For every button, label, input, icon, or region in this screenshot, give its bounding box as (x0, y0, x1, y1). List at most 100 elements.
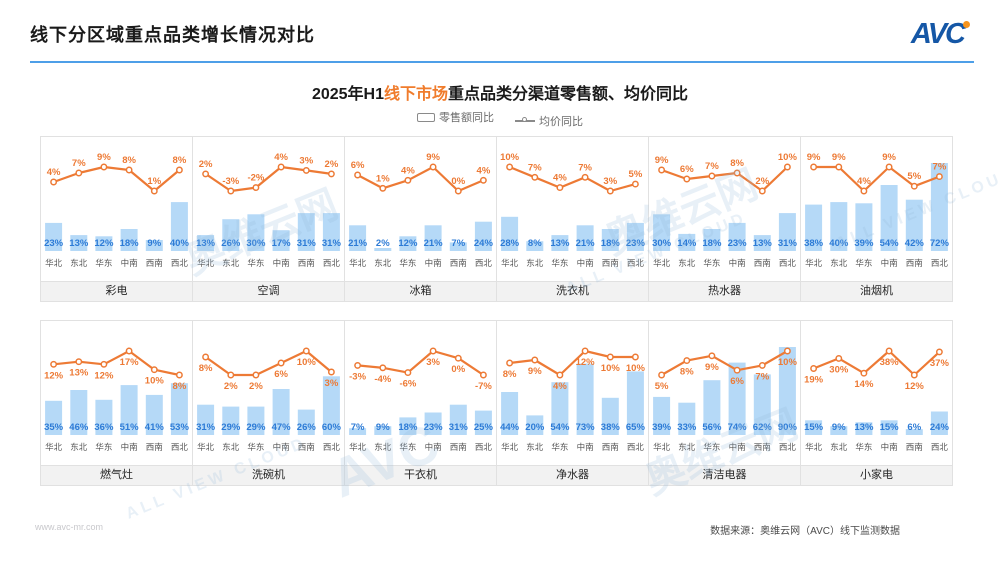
chart-panel-11: 15% 华北 9% 东北 13% 华东 15% 中南 6% 西南 24% 西北 19% 30% 14% 38%… (800, 320, 953, 486)
combo-chart: 28% 华北 8% 东北 13% 华东 21% 中南 18% 西南 23% 西北 10% 7% 4% 7% 3%… (500, 152, 646, 268)
svg-text:7%: 7% (705, 161, 719, 172)
svg-text:华东: 华东 (855, 258, 872, 268)
line-legend-label: 均价同比 (539, 115, 584, 128)
svg-text:3%: 3% (299, 155, 313, 166)
svg-text:23%: 23% (44, 238, 64, 249)
svg-text:1%: 1% (147, 176, 161, 187)
svg-text:12%: 12% (398, 238, 418, 249)
svg-text:4%: 4% (553, 173, 567, 184)
svg-text:10%: 10% (500, 152, 520, 163)
svg-text:4%: 4% (47, 167, 61, 178)
svg-text:7%: 7% (528, 162, 542, 173)
svg-text:40%: 40% (170, 238, 190, 249)
combo-chart: 15% 华北 9% 东北 13% 华东 15% 中南 6% 西南 24% 西北 19% 30% 14% 38%… (804, 347, 949, 452)
svg-text:3%: 3% (603, 176, 617, 187)
svg-text:19%: 19% (804, 375, 824, 386)
svg-text:39%: 39% (652, 422, 672, 433)
category-label: 空调 (193, 281, 344, 301)
svg-text:53%: 53% (170, 422, 190, 433)
header: 线下分区域重点品类增长情况对比 AVC (30, 16, 972, 52)
svg-text:23%: 23% (626, 238, 646, 249)
svg-text:西北: 西北 (323, 258, 341, 268)
svg-text:东北: 东北 (830, 442, 848, 452)
svg-text:中南: 中南 (729, 258, 746, 268)
svg-text:10%: 10% (601, 363, 621, 374)
logo-dot-icon (963, 20, 970, 28)
svg-text:7%: 7% (578, 162, 592, 173)
svg-text:华北: 华北 (349, 258, 367, 268)
svg-text:西北: 西北 (627, 258, 645, 268)
svg-text:13%: 13% (753, 238, 773, 249)
svg-text:西北: 西北 (475, 258, 493, 268)
svg-text:西北: 西北 (931, 258, 949, 268)
svg-text:2%: 2% (755, 176, 769, 187)
svg-text:10%: 10% (778, 152, 798, 163)
svg-text:华北: 华北 (197, 442, 215, 452)
page-title: 线下分区域重点品类增长情况对比 (30, 25, 315, 45)
svg-text:31%: 31% (297, 238, 317, 249)
svg-text:华东: 华东 (703, 442, 720, 452)
svg-text:13%: 13% (69, 368, 89, 379)
svg-text:74%: 74% (728, 422, 748, 433)
svg-text:18%: 18% (120, 238, 140, 249)
chart-title-suffix: 重点品类分渠道零售额、均价同比 (448, 86, 689, 103)
chart-panel-2: 21% 华北 2% 东北 12% 华东 21% 中南 7% 西南 24% 西北 6% 1% 4% 9% 0% 4%… (344, 136, 497, 302)
chart-title-prefix: 2025年H1 (311, 86, 385, 103)
svg-text:8%: 8% (122, 155, 136, 166)
svg-text:2%: 2% (224, 381, 238, 392)
svg-text:9%: 9% (832, 152, 846, 163)
svg-text:72%: 72% (930, 238, 950, 249)
svg-text:13%: 13% (196, 238, 216, 249)
svg-text:31%: 31% (778, 238, 798, 249)
chart-panel-8: 7% 华北 9% 东北 18% 华东 23% 中南 31% 西南 25% 西北 -3% -4% -6% 3% 0… (344, 320, 497, 486)
svg-text:东北: 东北 (678, 258, 696, 268)
svg-text:华东: 华东 (95, 442, 112, 452)
svg-text:华北: 华北 (805, 442, 823, 452)
category-label: 油烟机 (801, 281, 952, 301)
svg-text:西北: 西北 (171, 258, 189, 268)
svg-text:西南: 西南 (146, 442, 163, 452)
svg-text:21%: 21% (424, 238, 444, 249)
svg-text:华东: 华东 (95, 258, 112, 268)
svg-text:西南: 西南 (906, 258, 923, 268)
line-legend-icon (515, 117, 536, 122)
svg-text:0%: 0% (451, 176, 465, 187)
svg-text:9%: 9% (807, 152, 821, 163)
svg-text:9%: 9% (832, 422, 846, 433)
svg-text:9%: 9% (882, 152, 896, 163)
svg-text:中南: 中南 (121, 442, 138, 452)
legend: 零售额同比 均价同比 (0, 109, 1000, 129)
svg-text:47%: 47% (272, 422, 292, 433)
svg-text:西北: 西北 (323, 442, 341, 452)
svg-text:12%: 12% (905, 381, 925, 392)
svg-text:东北: 东北 (374, 442, 392, 452)
svg-text:9%: 9% (147, 238, 161, 249)
chart-panel-5: 38% 华北 40% 东北 39% 华东 54% 中南 42% 西南 72% 西北 9% 9% 4% 9% 5%… (800, 136, 953, 302)
svg-text:中南: 中南 (425, 258, 442, 268)
svg-text:西南: 西南 (298, 442, 315, 452)
svg-text:10%: 10% (626, 363, 646, 374)
svg-text:44%: 44% (500, 422, 520, 433)
svg-text:8%: 8% (173, 155, 187, 166)
svg-text:东北: 东北 (70, 442, 88, 452)
svg-text:15%: 15% (804, 422, 824, 433)
legend-item-bar: 零售额同比 (416, 109, 494, 125)
svg-text:73%: 73% (576, 422, 596, 433)
svg-text:30%: 30% (246, 238, 266, 249)
svg-text:9%: 9% (528, 366, 542, 377)
category-label: 干衣机 (345, 465, 496, 485)
svg-text:3%: 3% (325, 378, 339, 389)
svg-text:-2%: -2% (247, 173, 264, 184)
category-label: 清洁电器 (649, 465, 800, 485)
svg-text:29%: 29% (246, 422, 266, 433)
svg-text:7%: 7% (933, 162, 947, 173)
category-label: 洗衣机 (497, 281, 648, 301)
combo-chart: 7% 华北 9% 东北 18% 华东 23% 中南 31% 西南 25% 西北 -3% -4% -6% 3% 0… (349, 347, 493, 452)
svg-text:东北: 东北 (678, 442, 696, 452)
svg-text:-4%: -4% (374, 374, 391, 385)
svg-text:7%: 7% (755, 371, 769, 382)
svg-text:6%: 6% (351, 160, 365, 171)
svg-text:华北: 华北 (197, 258, 215, 268)
svg-text:39%: 39% (854, 238, 874, 249)
